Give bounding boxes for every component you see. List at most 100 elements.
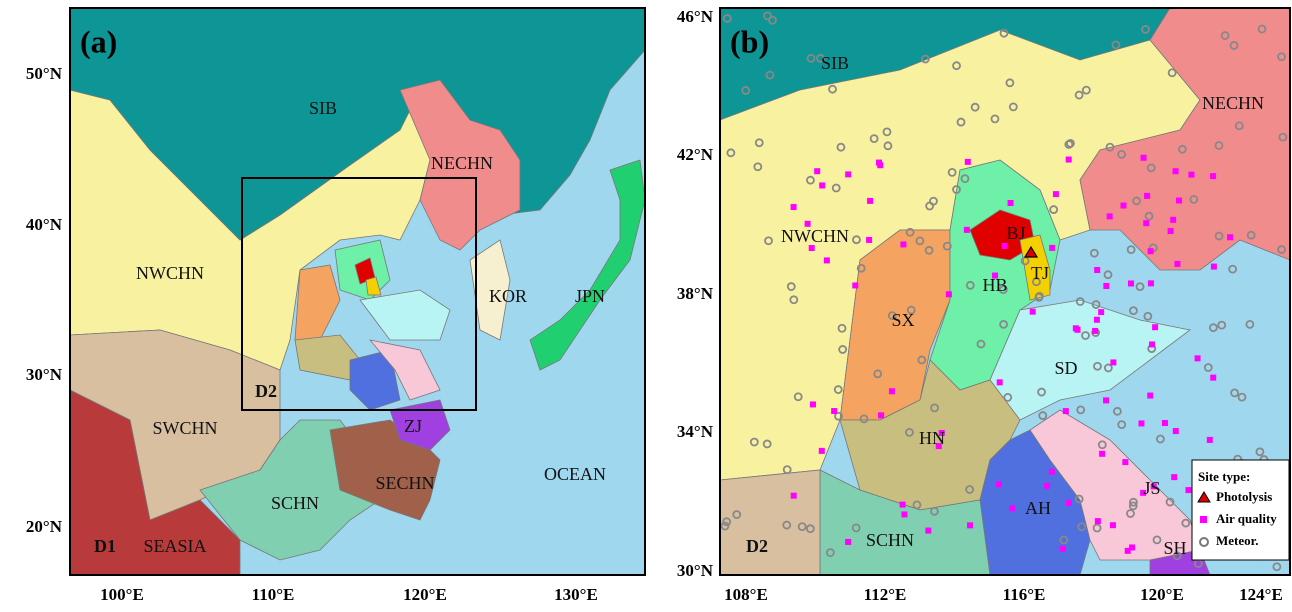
lon-tick-label: 120°E <box>403 585 447 604</box>
air-quality-site <box>1044 483 1050 489</box>
region-label: SCHN <box>271 493 319 513</box>
lat-tick-label: 46°N <box>677 7 714 26</box>
air-quality-site <box>1063 408 1069 414</box>
air-quality-site <box>967 522 973 528</box>
air-quality-site <box>965 159 971 165</box>
air-quality-site <box>1073 325 1079 331</box>
lat-tick-label: 30°N <box>26 365 63 384</box>
lon-tick-label: 100°E <box>100 585 144 604</box>
air-quality-site <box>1049 245 1055 251</box>
region-label: SIB <box>821 53 849 73</box>
air-quality-site <box>1008 200 1014 206</box>
air-quality-site <box>1110 522 1116 528</box>
panel-label: (a) <box>80 23 117 59</box>
lon-tick-label: 124°E <box>1239 585 1283 604</box>
lon-tick-label: 110°E <box>252 585 295 604</box>
air-quality-site <box>946 291 952 297</box>
air-quality-site <box>1141 155 1147 161</box>
region-label: OCEAN <box>544 464 606 484</box>
region-label: SIB <box>309 98 337 118</box>
legend-item: Air quality <box>1216 511 1277 526</box>
lat-tick-label: 40°N <box>26 215 63 234</box>
region-label: HN <box>919 428 945 448</box>
panel-label: (b) <box>730 23 769 59</box>
legend-symbol <box>1200 516 1207 523</box>
air-quality-site <box>900 241 906 247</box>
air-quality-site <box>1168 228 1174 234</box>
air-quality-site <box>1195 355 1201 361</box>
air-quality-site <box>866 237 872 243</box>
region-label: JPN <box>575 286 605 306</box>
lat-tick-label: 38°N <box>677 284 714 303</box>
air-quality-site <box>964 227 970 233</box>
air-quality-site <box>814 168 820 174</box>
legend-item: Meteor. <box>1216 533 1258 548</box>
air-quality-site <box>997 379 1003 385</box>
air-quality-site <box>1143 220 1149 226</box>
lon-axis-a: 100°E 110°E 120°E 130°E <box>100 585 598 604</box>
air-quality-site <box>1120 203 1126 209</box>
air-quality-site <box>1152 324 1158 330</box>
legend-title: Site type: <box>1198 469 1250 484</box>
air-quality-site <box>1125 548 1131 554</box>
air-quality-site <box>867 198 873 204</box>
lon-axis-b: 108°E 112°E 116°E 120°E 124°E <box>724 585 1283 604</box>
air-quality-site <box>852 282 858 288</box>
air-quality-site <box>1148 248 1154 254</box>
domain-label: D1 <box>94 536 116 556</box>
air-quality-site <box>1162 420 1168 426</box>
region-label: JS <box>1143 478 1160 498</box>
air-quality-site <box>1060 546 1066 552</box>
air-quality-site <box>1009 505 1015 511</box>
air-quality-site <box>1107 213 1113 219</box>
air-quality-site <box>1211 264 1217 270</box>
air-quality-site <box>1227 234 1233 240</box>
air-quality-site <box>791 204 797 210</box>
lon-tick-label: 112°E <box>864 585 907 604</box>
region-label: BJ <box>1006 223 1025 243</box>
air-quality-site <box>1103 397 1109 403</box>
region-label: KOR <box>489 286 527 306</box>
legend: Site type: Photolysis Air quality Meteor… <box>1192 460 1289 560</box>
lat-tick-label: 20°N <box>26 517 63 536</box>
air-quality-site <box>1185 487 1191 493</box>
air-quality-site <box>900 502 906 508</box>
lon-tick-label: 108°E <box>724 585 768 604</box>
region-label: HB <box>982 275 1007 295</box>
air-quality-site <box>1171 474 1177 480</box>
region-label: SX <box>891 310 914 330</box>
region-label: SCHN <box>866 530 914 550</box>
air-quality-site <box>845 539 851 545</box>
lat-tick-label: 34°N <box>677 422 714 441</box>
region-label: ZJ <box>404 416 422 436</box>
air-quality-site <box>1207 437 1213 443</box>
region-label: SD <box>1054 358 1077 378</box>
air-quality-site <box>1066 500 1072 506</box>
air-quality-site <box>1099 451 1105 457</box>
domain-label: D2 <box>746 536 768 556</box>
air-quality-site <box>889 388 895 394</box>
air-quality-site <box>831 408 837 414</box>
air-quality-site <box>1210 375 1216 381</box>
air-quality-site <box>819 182 825 188</box>
figure: (a) D1 SIB NWCHN NECHN KOR JPN SWCHN SEA… <box>0 0 1292 612</box>
lat-tick-label: 50°N <box>26 64 63 83</box>
air-quality-site <box>996 481 1002 487</box>
air-quality-site <box>845 171 851 177</box>
lon-tick-label: 130°E <box>554 585 598 604</box>
air-quality-site <box>1144 193 1150 199</box>
air-quality-site <box>1053 191 1059 197</box>
air-quality-site <box>1173 168 1179 174</box>
air-quality-site <box>878 412 884 418</box>
air-quality-site <box>1170 217 1176 223</box>
lat-tick-label: 30°N <box>677 561 714 580</box>
air-quality-site <box>1147 393 1153 399</box>
air-quality-site <box>1110 359 1116 365</box>
air-quality-site <box>1103 283 1109 289</box>
air-quality-site <box>1149 341 1155 347</box>
region-label: SH <box>1163 538 1186 558</box>
region-label: AH <box>1025 498 1051 518</box>
air-quality-site <box>810 401 816 407</box>
region-label: D2 <box>255 381 277 401</box>
region-label: SECHN <box>375 473 434 493</box>
